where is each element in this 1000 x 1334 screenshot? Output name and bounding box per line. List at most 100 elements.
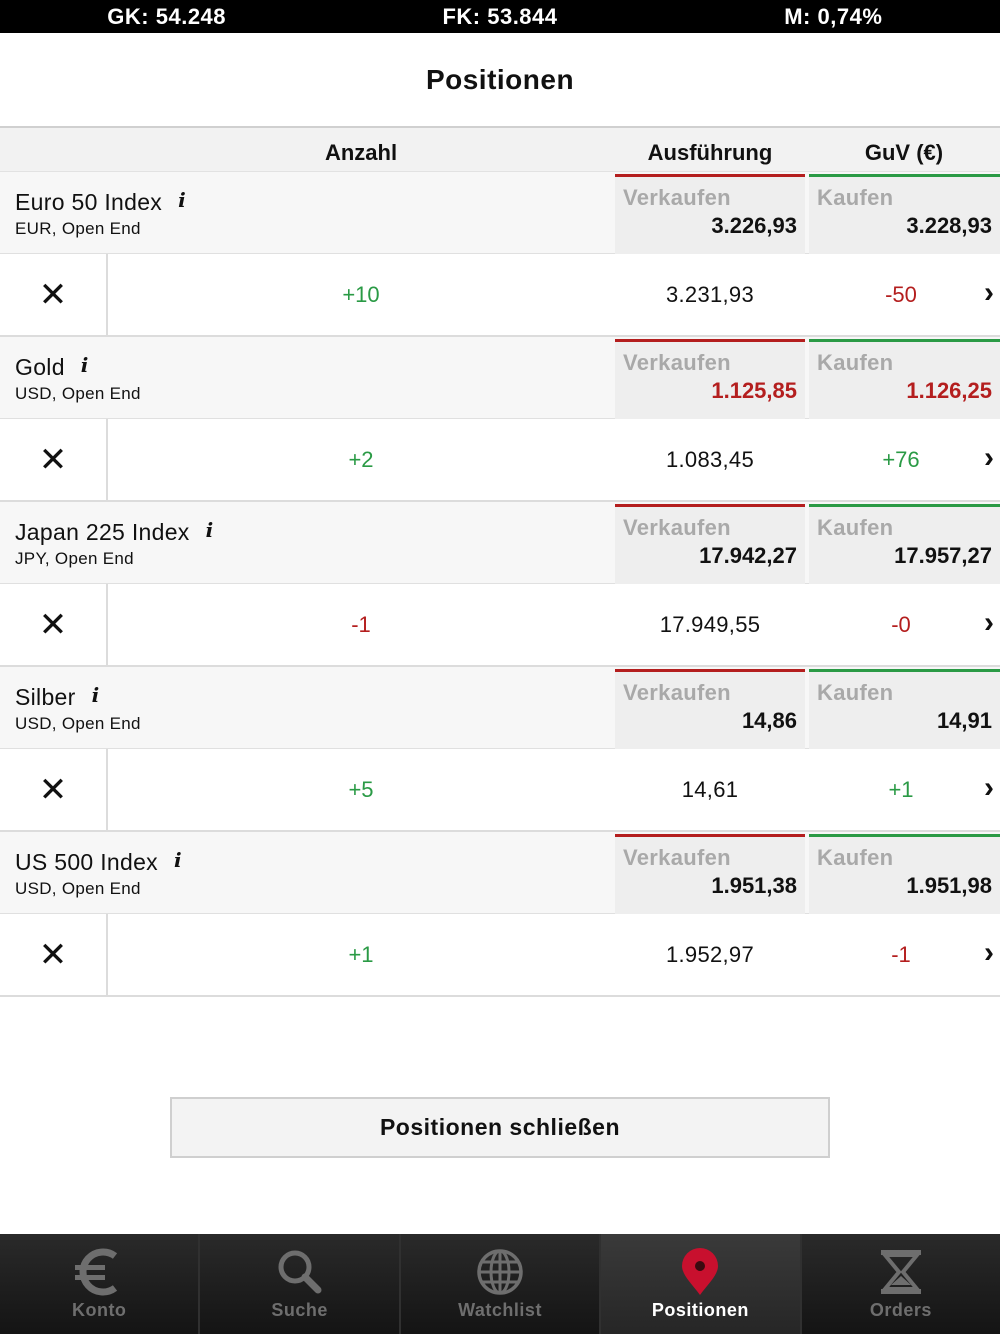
instrument-details: USD, Open End	[15, 714, 141, 733]
close-position-button[interactable]: ✕	[0, 914, 108, 995]
position-row: Euro 50 Index i EUR, Open End Verkaufen 3…	[0, 172, 1000, 337]
tab-label: Positionen	[651, 1300, 749, 1320]
instrument-details: JPY, Open End	[15, 549, 134, 568]
tab-label: Watchlist	[458, 1300, 542, 1320]
column-header-anzahl: Anzahl	[324, 140, 398, 165]
tab-label: Suche	[271, 1300, 328, 1320]
instrument-name[interactable]: US 500 Index i	[15, 848, 182, 876]
instrument-name-text: Gold	[15, 354, 65, 380]
profit-loss: -1	[891, 942, 911, 967]
position-header: Silber i USD, Open End Verkaufen 14,86 Ka…	[0, 667, 1000, 749]
column-header-ausfuehrung: Ausführung	[647, 140, 773, 165]
chevron-right-icon[interactable]: ›	[984, 936, 994, 969]
instrument-name-text: US 500 Index	[15, 849, 158, 875]
instrument-name[interactable]: Japan 225 Index i	[15, 518, 214, 546]
tab-bar: Konto Suche Watchlist	[0, 1234, 1000, 1334]
sell-button[interactable]: Verkaufen 17.942,27	[615, 504, 805, 584]
close-icon: ✕	[38, 440, 68, 479]
tab-watchlist[interactable]: Watchlist	[400, 1234, 602, 1334]
sell-button[interactable]: Verkaufen 1.125,85	[615, 339, 805, 419]
chevron-right-icon[interactable]: ›	[984, 771, 994, 804]
info-icon[interactable]: i	[91, 683, 100, 707]
sell-button[interactable]: Verkaufen 14,86	[615, 669, 805, 749]
close-all-positions-button[interactable]: Positionen schließen	[170, 1097, 830, 1158]
quantity: +10	[342, 282, 380, 307]
chevron-right-icon[interactable]: ›	[984, 276, 994, 309]
buy-price: 3.228,93	[906, 213, 992, 238]
position-details[interactable]: ✕ +10 3.231,93 -50 ›	[0, 254, 1000, 337]
execution-price: 1.083,45	[665, 447, 755, 472]
close-icon: ✕	[38, 605, 68, 644]
position-header: Euro 50 Index i EUR, Open End Verkaufen 3…	[0, 172, 1000, 254]
column-header-guv: GuV (€)	[864, 140, 944, 165]
tab-label: Konto	[71, 1300, 127, 1320]
buy-label: Kaufen	[817, 680, 894, 705]
info-icon[interactable]: i	[80, 353, 89, 377]
location-pin-icon	[601, 1248, 799, 1296]
buy-button[interactable]: Kaufen 14,91	[809, 669, 1000, 749]
buy-button[interactable]: Kaufen 1.951,98	[809, 834, 1000, 914]
sell-price: 17.942,27	[699, 543, 797, 568]
fk-value: FK: 53.844	[442, 3, 558, 29]
close-position-button[interactable]: ✕	[0, 584, 108, 665]
buy-label: Kaufen	[817, 515, 894, 540]
info-icon[interactable]: i	[173, 848, 182, 872]
instrument-name[interactable]: Gold i	[15, 353, 89, 381]
instrument-name[interactable]: Silber i	[15, 683, 100, 711]
gk-value: GK: 54.248	[107, 3, 227, 29]
buy-price: 17.957,27	[894, 543, 992, 568]
close-position-button[interactable]: ✕	[0, 749, 108, 830]
tab-suche[interactable]: Suche	[200, 1234, 401, 1334]
execution-price: 14,61	[681, 777, 739, 802]
sell-button[interactable]: Verkaufen 3.226,93	[615, 174, 805, 254]
execution-price: 1.952,97	[665, 942, 755, 967]
buy-button[interactable]: Kaufen 3.228,93	[809, 174, 1000, 254]
sell-button[interactable]: Verkaufen 1.951,38	[615, 834, 805, 914]
close-position-button[interactable]: ✕	[0, 254, 108, 335]
tab-konto[interactable]: Konto	[0, 1234, 201, 1334]
sell-label: Verkaufen	[623, 350, 731, 375]
position-details[interactable]: ✕ +5 14,61 +1 ›	[0, 749, 1000, 832]
globe-icon	[401, 1248, 599, 1296]
positions-list: Euro 50 Index i EUR, Open End Verkaufen 3…	[0, 172, 1000, 997]
tab-positionen[interactable]: Positionen	[601, 1234, 802, 1334]
margin-value: M: 0,74%	[784, 3, 883, 29]
tab-orders[interactable]: Orders	[801, 1234, 1000, 1334]
page-title: Positionen	[425, 63, 575, 95]
instrument-name-text: Silber	[15, 684, 76, 710]
quantity: +1	[348, 942, 374, 967]
info-icon[interactable]: i	[178, 188, 187, 212]
profit-loss: +1	[888, 777, 914, 802]
instrument-details: USD, Open End	[15, 384, 141, 403]
chevron-right-icon[interactable]: ›	[984, 606, 994, 639]
instrument-name[interactable]: Euro 50 Index i	[15, 188, 186, 216]
position-header: Gold i USD, Open End Verkaufen 1.125,85 K…	[0, 337, 1000, 419]
position-details[interactable]: ✕ +1 1.952,97 -1 ›	[0, 914, 1000, 997]
instrument-name-text: Euro 50 Index	[15, 189, 163, 215]
buy-button[interactable]: Kaufen 17.957,27	[809, 504, 1000, 584]
buy-label: Kaufen	[817, 350, 894, 375]
position-header: US 500 Index i USD, Open End Verkaufen 1.…	[0, 832, 1000, 914]
position-row: Silber i USD, Open End Verkaufen 14,86 Ka…	[0, 667, 1000, 832]
euro-icon	[0, 1248, 198, 1296]
position-details[interactable]: ✕ +2 1.083,45 +76 ›	[0, 419, 1000, 502]
chevron-right-icon[interactable]: ›	[984, 441, 994, 474]
position-row: US 500 Index i USD, Open End Verkaufen 1.…	[0, 832, 1000, 997]
position-header: Japan 225 Index i JPY, Open End Verkaufen…	[0, 502, 1000, 584]
sell-label: Verkaufen	[623, 845, 731, 870]
buy-label: Kaufen	[817, 185, 894, 210]
buy-label: Kaufen	[817, 845, 894, 870]
status-bar: GK: 54.248 FK: 53.844 M: 0,74%	[0, 0, 1000, 33]
sell-price: 1.951,38	[711, 873, 797, 898]
buy-button[interactable]: Kaufen 1.126,25	[809, 339, 1000, 419]
profit-loss: +76	[882, 447, 920, 472]
position-details[interactable]: ✕ -1 17.949,55 -0 ›	[0, 584, 1000, 667]
quantity: +2	[348, 447, 374, 472]
tab-label: Orders	[869, 1300, 932, 1320]
hourglass-icon	[802, 1248, 1000, 1296]
close-position-button[interactable]: ✕	[0, 419, 108, 500]
info-icon[interactable]: i	[205, 518, 214, 542]
title-bar: Positionen	[0, 33, 1000, 126]
sell-price: 3.226,93	[711, 213, 797, 238]
position-row: Japan 225 Index i JPY, Open End Verkaufen…	[0, 502, 1000, 667]
